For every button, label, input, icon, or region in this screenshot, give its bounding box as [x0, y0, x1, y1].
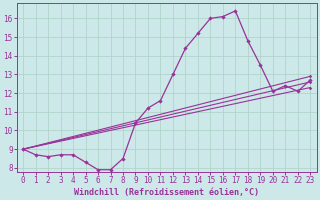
X-axis label: Windchill (Refroidissement éolien,°C): Windchill (Refroidissement éolien,°C): [74, 188, 259, 197]
